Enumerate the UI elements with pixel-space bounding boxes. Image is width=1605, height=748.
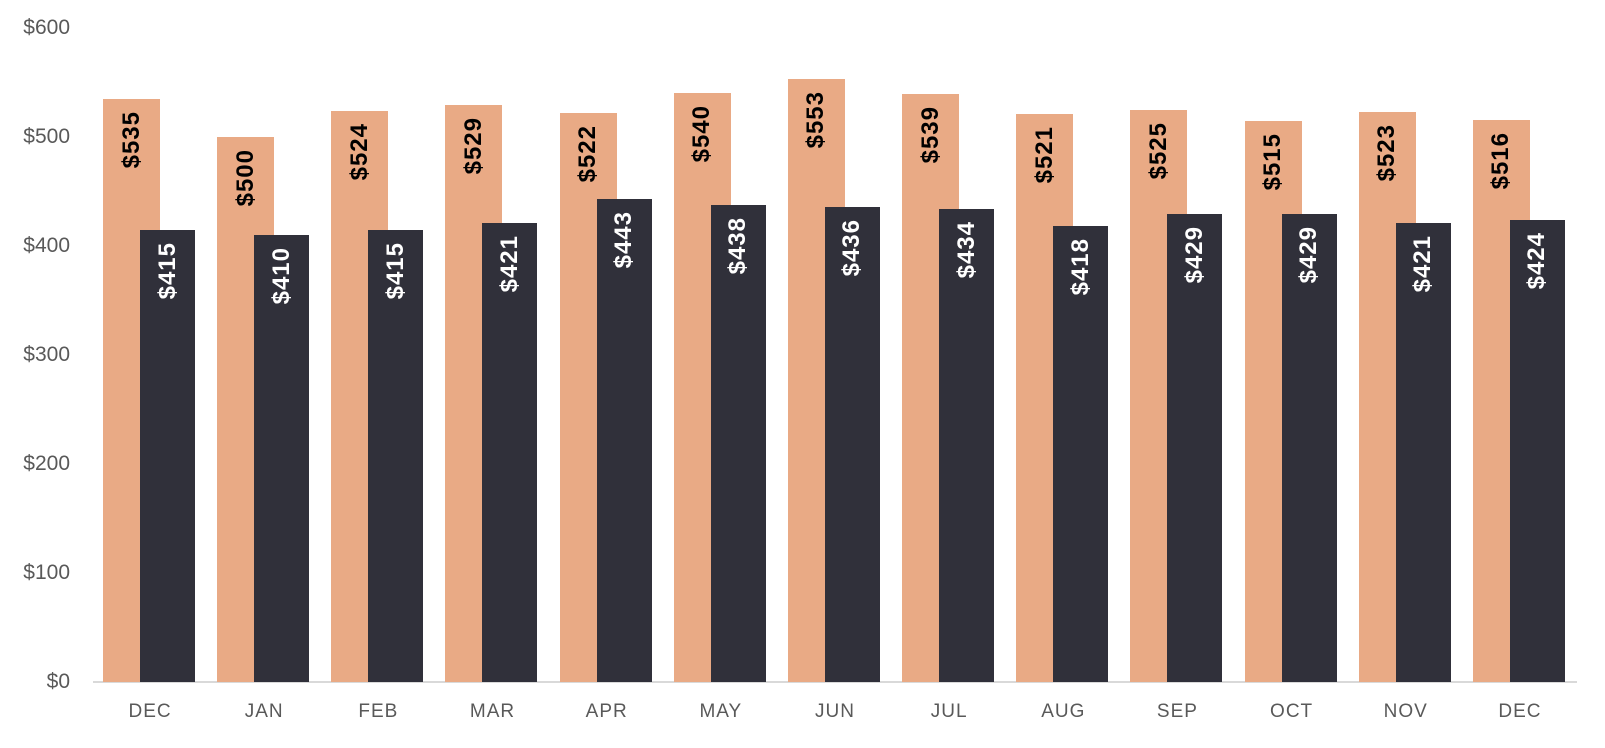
dark-series-data-label: $429 (1295, 226, 1323, 284)
orange-series-data-label: $539 (916, 106, 944, 164)
orange-series-data-label: $523 (1373, 124, 1401, 182)
orange-series-data-label: $522 (574, 125, 602, 183)
orange-series-data-label: $525 (1144, 122, 1172, 180)
dark-series-data-label: $436 (838, 219, 866, 277)
x-axis-label-dec-12: DEC (1498, 701, 1542, 722)
dark-series-bar-dec-0: $415 (140, 230, 195, 682)
x-axis-label-feb-2: FEB (358, 701, 399, 722)
orange-series-data-label: $500 (231, 149, 259, 207)
y-axis-tick-label: $600 (23, 16, 70, 39)
bar-group-sep-9: $525 $429 (1120, 0, 1234, 682)
dark-series-bar-oct-10: $429 (1281, 214, 1337, 682)
bar-group-apr-4: $522 $443 (550, 0, 664, 682)
bar-group-dec-12: $516 $424 (1463, 0, 1577, 682)
orange-series-data-label: $553 (802, 91, 830, 149)
y-axis-tick-label: $0 (46, 670, 70, 693)
dark-series-bar-apr-4: $443 (596, 199, 652, 682)
dark-series-bar-dec-12: $424 (1509, 220, 1565, 682)
y-axis-tick-label: $100 (23, 561, 70, 584)
x-axis-line (93, 681, 1577, 683)
x-axis-label-aug-8: AUG (1041, 701, 1086, 722)
dark-series-bar-jun-6: $436 (824, 207, 880, 682)
orange-series-data-label: $516 (1487, 132, 1515, 190)
dark-series-data-label: $415 (153, 242, 181, 300)
x-axis-label-apr-4: APR (585, 701, 628, 722)
x-axis-label-mar-3: MAR (469, 701, 516, 722)
dark-series-bar-aug-8: $418 (1053, 226, 1109, 682)
dark-series-data-label: $410 (267, 247, 295, 305)
bar-group-feb-2: $524 $415 (321, 0, 435, 682)
dark-series-bar-mar-3: $421 (482, 223, 538, 682)
bar-group-dec-0: $535 $415 (93, 0, 207, 682)
plot-area: $535 $415 $500 $410 $524 $415 $529 $421 $522 $443… (93, 0, 1577, 682)
orange-series-data-label: $529 (459, 117, 487, 175)
dark-series-data-label: $421 (1409, 235, 1437, 293)
x-axis-label-nov-11: NOV (1383, 701, 1428, 722)
dark-series-bar-jul-7: $434 (939, 209, 995, 682)
x-axis-label-sep-9: SEP (1156, 701, 1198, 722)
bar-group-mar-3: $529 $421 (435, 0, 549, 682)
bar-group-jan-1: $500 $410 (207, 0, 321, 682)
orange-series-data-label: $535 (117, 111, 145, 169)
x-axis-label-may-5: MAY (699, 701, 743, 722)
bar-group-jul-7: $539 $434 (892, 0, 1006, 682)
y-axis: $0 $100 $200 $300 $400 $500 $600 (0, 0, 70, 748)
dark-series-bar-may-5: $438 (710, 205, 766, 682)
dark-series-data-label: $421 (495, 235, 523, 293)
y-axis-tick-label: $200 (23, 452, 70, 475)
dark-series-bar-jan-1: $410 (254, 235, 310, 682)
dark-series-data-label: $443 (610, 211, 638, 269)
bar-group-jun-6: $553 $436 (778, 0, 892, 682)
x-axis-label-oct-10: OCT (1270, 701, 1314, 722)
dark-series-data-label: $438 (724, 217, 752, 275)
x-axis-label-jun-6: JUN (815, 701, 855, 722)
y-axis-tick-label: $500 (23, 125, 70, 148)
dark-series-data-label: $424 (1523, 232, 1551, 290)
bar-group-nov-11: $523 $421 (1349, 0, 1463, 682)
dark-series-data-label: $434 (952, 221, 980, 279)
y-axis-tick-label: $400 (23, 234, 70, 257)
bar-group-oct-10: $515 $429 (1235, 0, 1349, 682)
orange-series-data-label: $524 (345, 123, 373, 181)
dark-series-bar-feb-2: $415 (368, 230, 424, 682)
orange-series-data-label: $540 (688, 105, 716, 163)
x-axis-label-dec-0: DEC (128, 701, 172, 722)
y-axis-tick-label: $300 (23, 343, 70, 366)
bar-group-may-5: $540 $438 (664, 0, 778, 682)
dark-series-bar-sep-9: $429 (1167, 214, 1223, 682)
dark-series-data-label: $418 (1066, 238, 1094, 296)
bar-group-aug-8: $521 $418 (1006, 0, 1120, 682)
orange-series-data-label: $515 (1259, 133, 1287, 191)
dark-series-data-label: $429 (1180, 226, 1208, 284)
x-axis-label-jan-1: JAN (244, 701, 284, 722)
dark-series-bar-nov-11: $421 (1395, 223, 1451, 682)
dark-series-data-label: $415 (381, 242, 409, 300)
orange-series-data-label: $521 (1030, 126, 1058, 184)
x-axis-label-jul-7: JUL (930, 701, 968, 722)
